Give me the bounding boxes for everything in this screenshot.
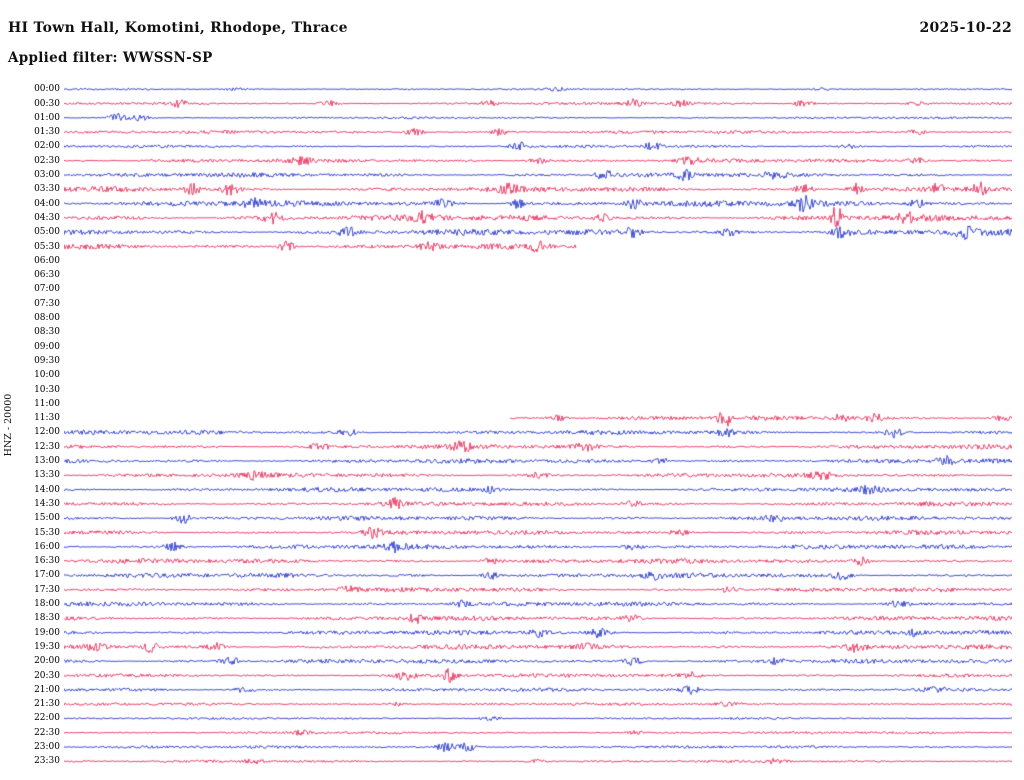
time-label: 04:30 bbox=[34, 212, 60, 223]
time-label: 15:00 bbox=[34, 513, 60, 524]
time-label: 01:30 bbox=[34, 127, 60, 138]
time-label: 05:30 bbox=[34, 241, 60, 252]
time-label: 15:30 bbox=[34, 527, 60, 538]
time-label: 18:30 bbox=[34, 613, 60, 624]
time-label: 02:00 bbox=[34, 141, 60, 152]
time-label: 14:30 bbox=[34, 498, 60, 509]
time-label: 00:30 bbox=[34, 98, 60, 109]
time-label: 17:30 bbox=[34, 584, 60, 595]
time-label: 20:00 bbox=[34, 656, 60, 667]
seismogram-traces bbox=[64, 82, 1012, 772]
time-label: 05:00 bbox=[34, 227, 60, 238]
time-label: 07:30 bbox=[34, 298, 60, 309]
channel-scale-label: HNZ - 20000 bbox=[3, 393, 14, 457]
time-label: 04:00 bbox=[34, 198, 60, 209]
time-label: 13:30 bbox=[34, 470, 60, 481]
time-label: 09:30 bbox=[34, 355, 60, 366]
time-label: 21:00 bbox=[34, 684, 60, 695]
time-label: 07:00 bbox=[34, 284, 60, 295]
time-label: 08:30 bbox=[34, 327, 60, 338]
time-label: 08:00 bbox=[34, 313, 60, 323]
time-label: 03:30 bbox=[34, 184, 60, 195]
time-label: 16:00 bbox=[34, 541, 60, 552]
time-label: 16:30 bbox=[34, 556, 60, 567]
time-label: 17:00 bbox=[34, 570, 60, 581]
time-label: 23:30 bbox=[34, 756, 60, 767]
header: HI Town Hall, Komotini, Rhodope, Thrace … bbox=[8, 20, 1012, 36]
time-label: 09:00 bbox=[34, 341, 60, 352]
time-label: 23:00 bbox=[34, 742, 60, 752]
time-label: 02:30 bbox=[34, 155, 60, 166]
time-label: 06:30 bbox=[34, 270, 60, 281]
station-title: HI Town Hall, Komotini, Rhodope, Thrace bbox=[8, 20, 348, 36]
time-label: 22:00 bbox=[34, 713, 60, 724]
time-label: 22:30 bbox=[34, 727, 60, 738]
time-label: 14:00 bbox=[34, 484, 60, 495]
filter-label: Applied filter: WWSSN-SP bbox=[8, 50, 213, 66]
time-label: 20:30 bbox=[34, 670, 60, 681]
time-label: 21:30 bbox=[34, 699, 60, 710]
time-label: 06:00 bbox=[34, 255, 60, 266]
time-label: 19:00 bbox=[34, 627, 60, 638]
time-label: 03:00 bbox=[34, 170, 60, 180]
time-label: 19:30 bbox=[34, 641, 60, 652]
time-label: 01:00 bbox=[34, 112, 60, 123]
date-label: 2025-10-22 bbox=[919, 20, 1012, 36]
time-label: 10:00 bbox=[34, 370, 60, 381]
time-label: 18:00 bbox=[34, 599, 60, 609]
time-label: 00:00 bbox=[34, 84, 60, 95]
